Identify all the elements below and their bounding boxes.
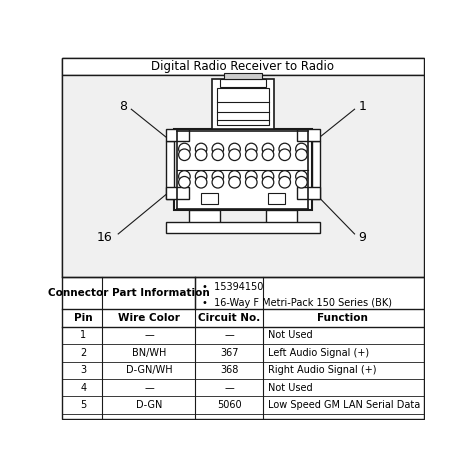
Circle shape [262,143,274,155]
Text: 367: 367 [220,348,238,358]
Circle shape [246,171,257,182]
Text: Low Speed GM LAN Serial Data: Low Speed GM LAN Serial Data [268,400,420,410]
Circle shape [229,171,240,182]
Circle shape [229,143,240,155]
Circle shape [279,171,291,182]
Circle shape [229,177,240,188]
Bar [173,129,312,210]
Bar [189,210,220,224]
Text: BN/WH: BN/WH [132,348,166,358]
Text: D-GN/WH: D-GN/WH [126,365,172,375]
Bar [217,88,269,125]
Text: Circuit No.: Circuit No. [198,313,260,323]
Circle shape [279,143,291,155]
Bar [166,129,189,141]
Text: 1: 1 [358,100,366,113]
Text: Connector Part Information: Connector Part Information [48,288,210,298]
Circle shape [179,171,190,182]
Bar [220,79,266,87]
Bar [224,73,262,79]
Bar [268,193,285,204]
Text: 368: 368 [220,365,238,375]
Bar [201,193,218,204]
Text: Wire Color: Wire Color [118,313,180,323]
Text: Pin: Pin [74,313,92,323]
Bar [212,79,273,129]
Circle shape [195,171,207,182]
Text: Right Audio Signal (+): Right Audio Signal (+) [268,365,376,375]
Circle shape [262,177,274,188]
Text: 5060: 5060 [217,400,242,410]
Circle shape [296,149,307,160]
Text: Function: Function [317,313,368,323]
Circle shape [179,149,190,160]
Text: 2: 2 [80,348,86,358]
Circle shape [212,149,224,160]
Circle shape [212,177,224,188]
Circle shape [296,171,307,182]
Circle shape [279,149,291,160]
Bar [297,187,320,199]
Text: 5: 5 [80,400,86,410]
Text: —: — [144,383,154,393]
Text: —: — [224,330,234,340]
Bar [166,187,189,199]
Circle shape [195,177,207,188]
Circle shape [195,149,207,160]
Text: 9: 9 [358,230,366,244]
Circle shape [296,177,307,188]
Circle shape [262,171,274,182]
Bar [297,129,320,141]
Text: Left Audio Signal (+): Left Audio Signal (+) [268,348,369,358]
Circle shape [296,143,307,155]
Text: —: — [224,383,234,393]
Bar [166,222,320,233]
Text: •  16-Way F Metri-Pack 150 Series (BK): • 16-Way F Metri-Pack 150 Series (BK) [201,298,392,308]
Bar [266,210,297,224]
Text: •  15394150: • 15394150 [201,282,263,292]
Text: 16: 16 [96,230,112,244]
Text: 8: 8 [119,100,128,113]
Circle shape [212,143,224,155]
Text: —: — [144,330,154,340]
Circle shape [246,149,257,160]
Circle shape [246,177,257,188]
Text: Not Used: Not Used [268,330,312,340]
Text: D-GN: D-GN [136,400,162,410]
Text: 3: 3 [80,365,86,375]
Circle shape [279,177,291,188]
Circle shape [195,143,207,155]
Text: Digital Radio Receiver to Radio: Digital Radio Receiver to Radio [151,60,335,73]
Bar [62,58,424,75]
Circle shape [246,143,257,155]
Text: Not Used: Not Used [268,383,312,393]
Circle shape [229,149,240,160]
Bar [312,141,320,199]
Bar [166,141,173,199]
Circle shape [262,149,274,160]
Circle shape [179,143,190,155]
Bar [62,75,424,277]
Text: 1: 1 [80,330,86,340]
Circle shape [212,171,224,182]
Circle shape [179,177,190,188]
Text: 4: 4 [80,383,86,393]
